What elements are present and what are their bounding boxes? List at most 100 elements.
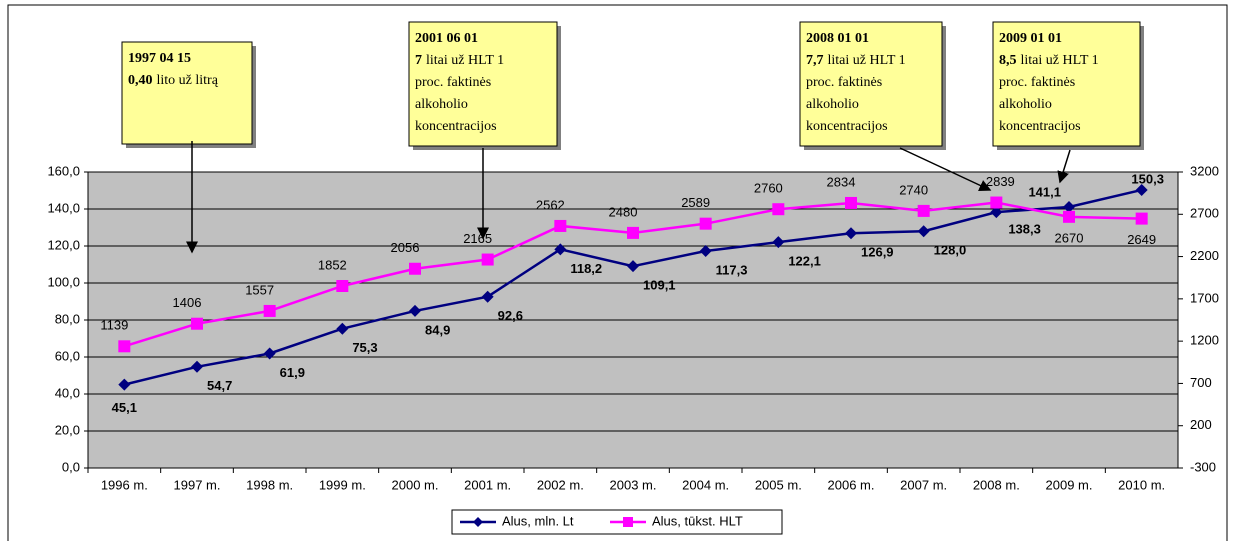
legend-marker	[623, 517, 633, 527]
data-label: 1557	[245, 282, 274, 297]
marker	[336, 280, 349, 293]
marker	[409, 304, 421, 317]
y-tick-label: 20,0	[55, 422, 80, 437]
data-label: 109,1	[643, 278, 676, 293]
annotation-box	[992, 21, 1141, 147]
marker	[118, 340, 131, 353]
x-tick-label: 2008 m.	[973, 477, 1020, 492]
x-tick-label: 2000 m.	[392, 477, 439, 492]
annotation-arrow	[899, 147, 992, 191]
marker	[118, 378, 131, 391]
data-label: 117,3	[716, 262, 748, 277]
data-label: 2649	[1127, 232, 1156, 247]
data-label: 138,3	[1008, 222, 1041, 237]
y2-tick-label: 2700	[1190, 206, 1219, 221]
annotation-date: 2008 01 01	[806, 31, 869, 46]
marker	[699, 217, 712, 230]
y2-tick-label: 1200	[1190, 333, 1219, 348]
annotation-box	[408, 21, 558, 147]
marker	[263, 304, 276, 317]
annotation-arrow	[1057, 149, 1071, 184]
y-tick-label: 160,0	[47, 163, 80, 178]
annotation-line: proc. faktinės	[806, 75, 882, 90]
marker	[1135, 183, 1148, 196]
y-tick-label: 0,0	[62, 459, 80, 474]
y-tick-label: 60,0	[55, 348, 80, 363]
data-label: 122,1	[788, 254, 821, 269]
annotation-rate: 0,40	[128, 73, 153, 88]
y2-tick-label: -300	[1190, 459, 1216, 474]
data-label: 141,1	[1028, 184, 1061, 199]
marker	[917, 204, 930, 217]
data-label: 2670	[1055, 230, 1084, 245]
y2-tick-label: 3200	[1190, 163, 1219, 178]
data-label: 2760	[754, 181, 783, 196]
x-tick-label: 2007 m.	[900, 477, 947, 492]
y2-tick-label: 200	[1190, 417, 1212, 432]
marker	[481, 290, 494, 303]
annotation-line: proc. faktinės	[415, 75, 491, 90]
data-label: 2589	[681, 195, 710, 210]
x-tick-label: 2003 m.	[610, 477, 657, 492]
marker	[554, 243, 567, 256]
marker	[699, 244, 712, 257]
annotation-line: alkoholio	[806, 97, 859, 112]
y2-tick-label: 700	[1190, 375, 1212, 390]
annotation-date: 2001 06 01	[415, 31, 478, 46]
annotation-line: alkoholio	[415, 97, 468, 112]
annotation-line: alkoholio	[999, 97, 1052, 112]
data-label: 61,9	[280, 365, 305, 380]
annotation-line: 0,40 lito už litrą	[128, 73, 219, 88]
annotation-line: 8,5 litai už HLT 1	[999, 53, 1099, 68]
annotation-text: litai už HLT 1	[1021, 53, 1099, 68]
marker	[990, 206, 1003, 219]
data-label: 1139	[100, 318, 128, 333]
marker	[554, 219, 567, 232]
marker	[1135, 212, 1148, 225]
data-label: 1852	[318, 257, 347, 272]
data-label: 2480	[609, 204, 638, 219]
marker	[1063, 210, 1075, 223]
annotation-text: lito už litrą	[157, 73, 219, 88]
annotation-line: koncentracijos	[999, 119, 1081, 134]
annotation-date: 1997 04 15	[128, 51, 191, 66]
y-tick-label: 40,0	[55, 385, 80, 400]
marker	[845, 227, 857, 240]
data-label: 150,3	[1131, 171, 1164, 186]
annotation-rate: 8,5	[999, 53, 1017, 68]
marker	[772, 236, 785, 249]
y-tick-label: 100,0	[47, 274, 80, 289]
x-tick-label: 1996 m.	[101, 477, 148, 492]
x-tick-label: 2002 m.	[537, 477, 584, 492]
data-label: 126,9	[861, 245, 894, 260]
data-label: 54,7	[207, 378, 232, 393]
y-tick-label: 120,0	[47, 237, 80, 252]
y-tick-label: 140,0	[47, 200, 80, 215]
annotation-line: 7 litai už HLT 1	[415, 53, 504, 68]
annotation-line: koncentracijos	[415, 119, 497, 134]
data-label: 2834	[827, 174, 856, 189]
legend-label: Alus, mln. Lt	[502, 513, 574, 528]
data-label: 2562	[536, 197, 565, 212]
annotation-rate: 7,7	[806, 53, 824, 68]
marker	[191, 360, 203, 373]
data-label: 75,3	[352, 340, 377, 355]
x-tick-label: 2001 m.	[464, 477, 511, 492]
marker	[263, 347, 276, 360]
annotation-line: koncentracijos	[806, 119, 888, 134]
data-label: 2839	[986, 174, 1015, 189]
annotation-line: 7,7 litai už HLT 1	[806, 53, 906, 68]
data-label: 2056	[391, 240, 420, 255]
annotation-box	[121, 41, 253, 145]
marker	[917, 225, 930, 238]
marker	[409, 262, 421, 275]
data-label: 45,1	[112, 400, 137, 415]
legend-label: Alus, tūkst. HLT	[652, 513, 743, 528]
data-label: 2740	[899, 182, 928, 197]
marker	[336, 322, 349, 335]
y2-tick-label: 2200	[1190, 248, 1219, 263]
y-tick-label: 80,0	[55, 311, 80, 326]
x-tick-label: 2005 m.	[755, 477, 802, 492]
data-label: 1406	[173, 295, 202, 310]
